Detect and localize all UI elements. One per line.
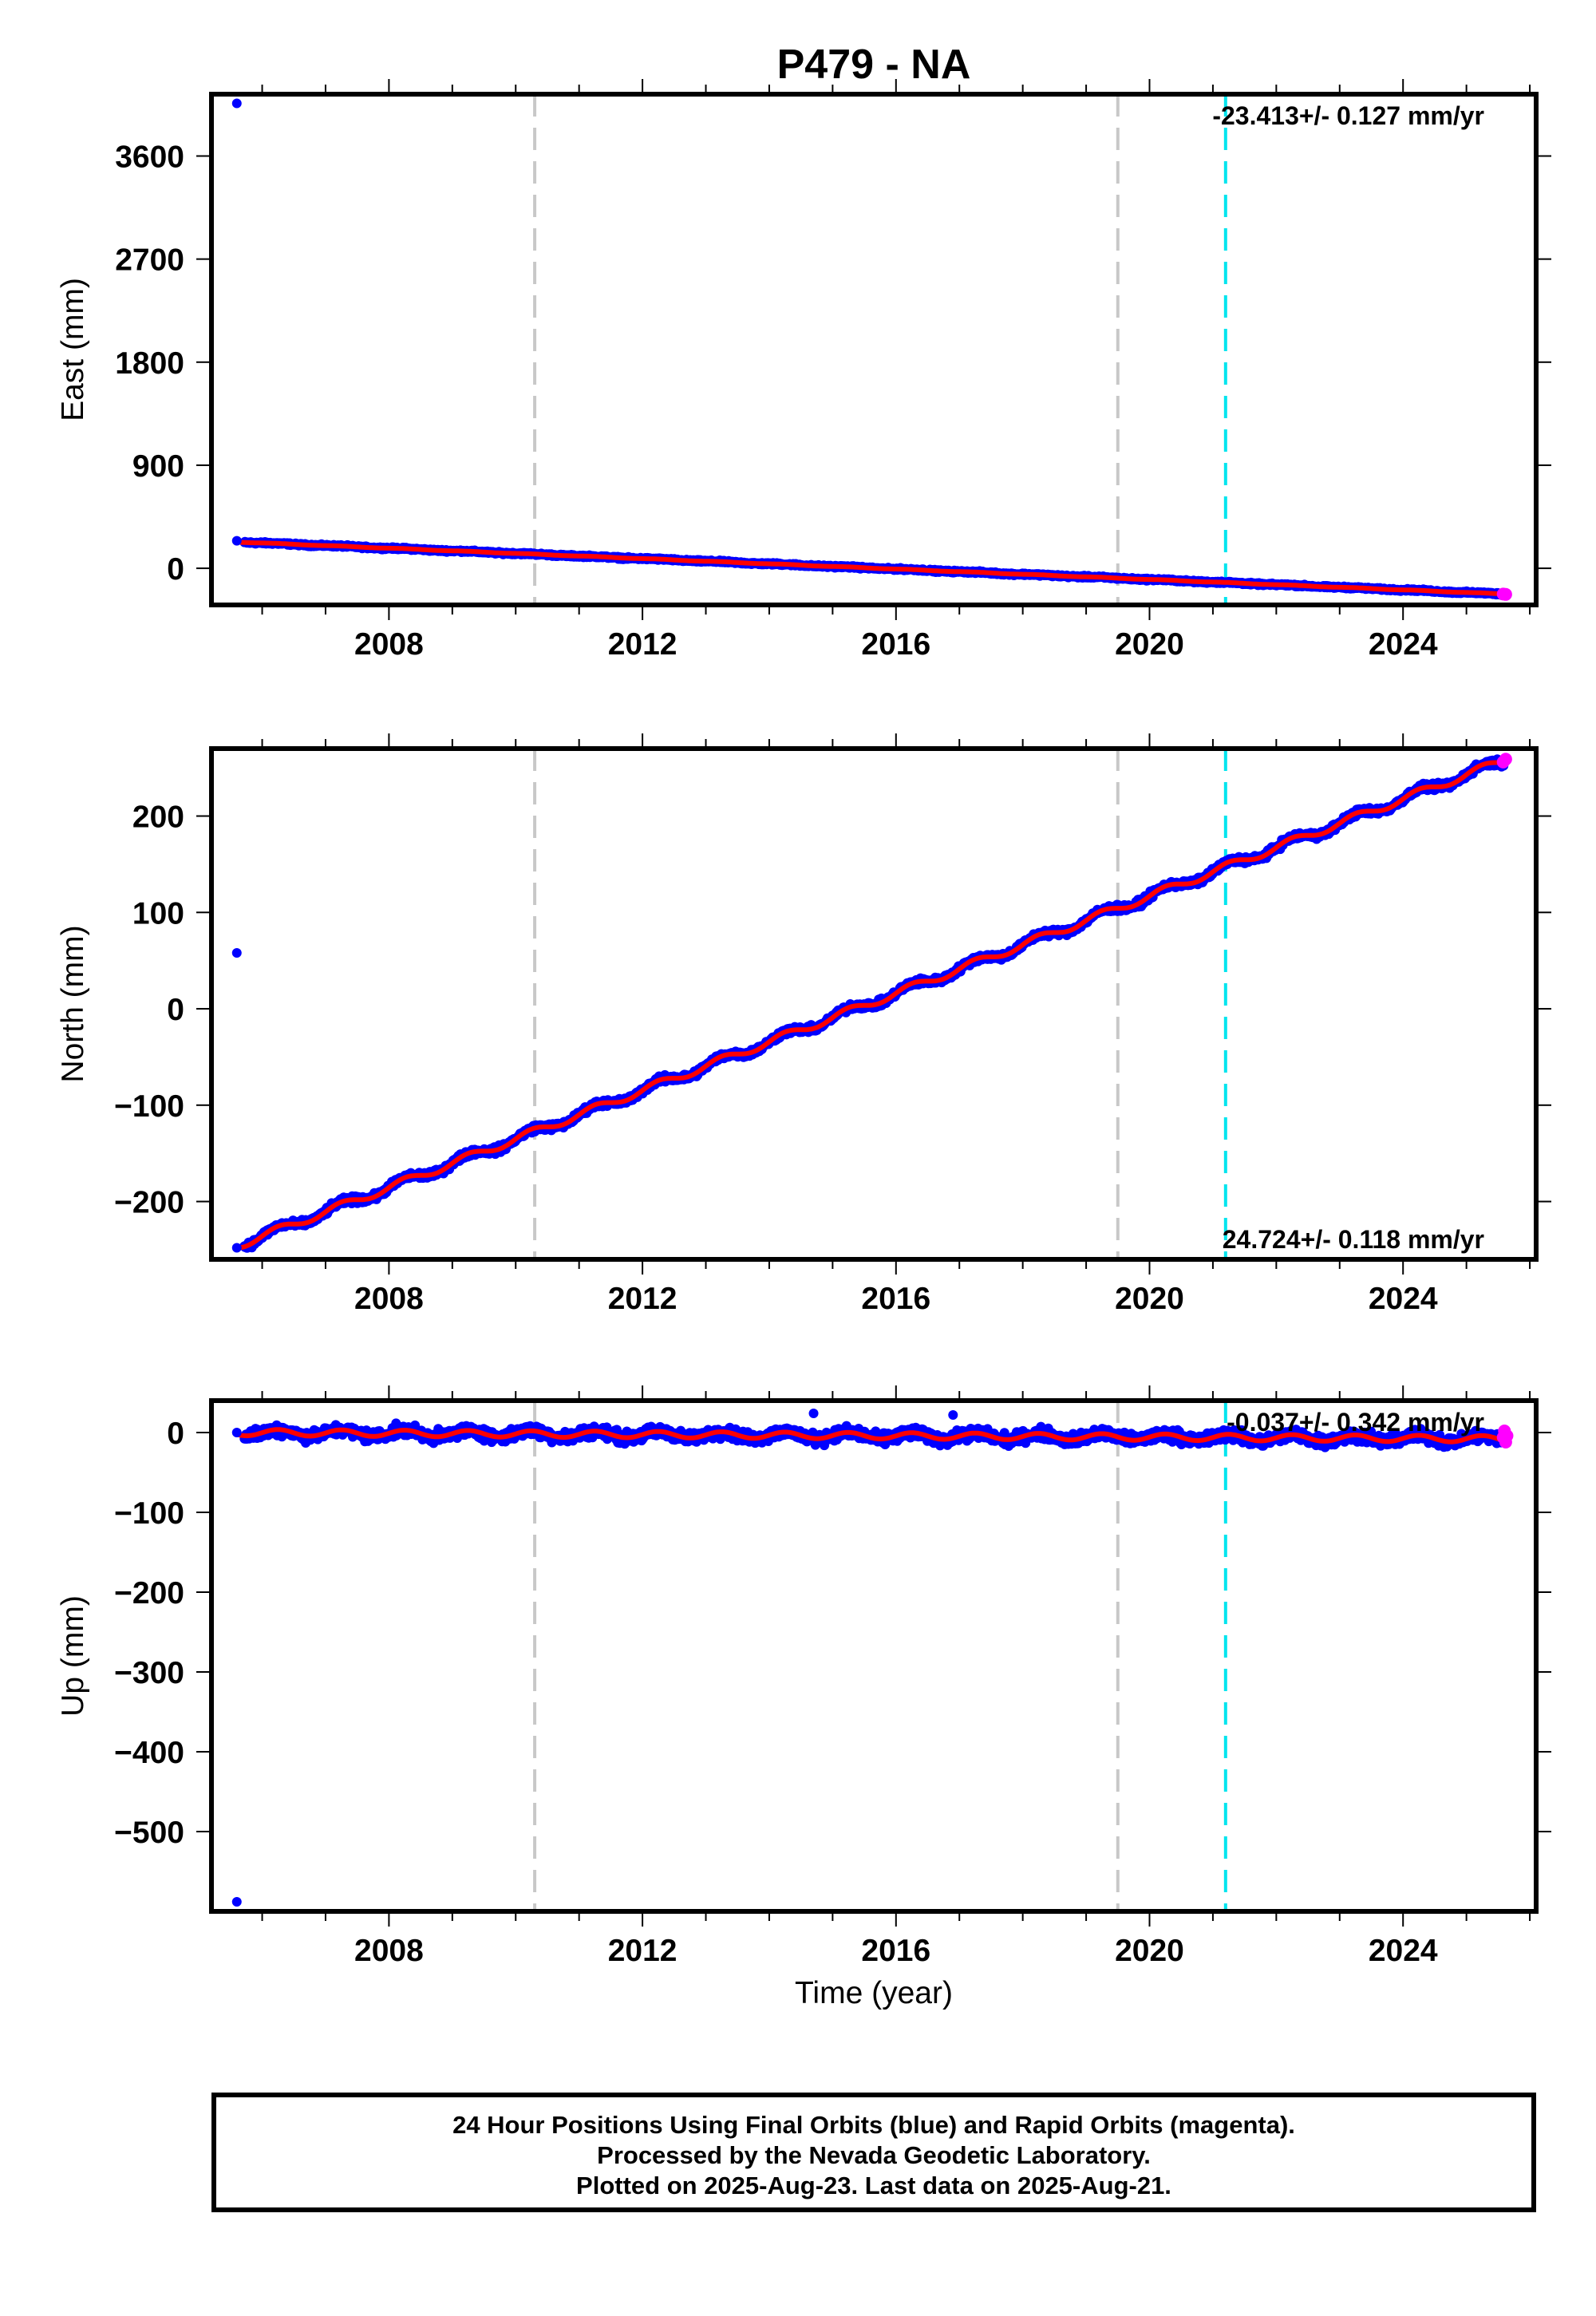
north-panel: 2008 2012 2016 2020 2024 −200 −100 0 100 200 North… [56, 733, 1551, 1316]
north-rate-label: 24.724+/- 0.118 mm/yr [1223, 1225, 1484, 1254]
north-y-tick-label: −200 [114, 1186, 184, 1220]
north-outlier-point-0 [231, 948, 242, 958]
north-x-tick-label: 2024 [1369, 1282, 1438, 1316]
figure-title: P479 - NA [777, 41, 971, 88]
north-outlier-point-1 [231, 1243, 242, 1253]
east-plot-area [231, 94, 1512, 605]
east-x-tick-label: 2016 [861, 627, 930, 662]
north-y-tick-label: 0 [167, 993, 184, 1027]
east-outlier-point-0 [231, 98, 242, 109]
east-y-tick-label: 900 [132, 449, 184, 484]
up-plot-area [231, 1401, 1514, 1911]
north-x-tick-label: 2016 [861, 1282, 930, 1316]
east-y-tick-label: 2700 [115, 243, 184, 278]
east-x-tick-label: 2012 [608, 627, 678, 662]
north-x-tick-label: 2020 [1115, 1282, 1184, 1316]
north-x-tick-label: 2008 [354, 1282, 424, 1316]
east-y-tick-label: 0 [167, 552, 184, 587]
east-y-tick-label: 1800 [115, 346, 184, 381]
east-rate-label: -23.413+/- 0.127 mm/yr [1212, 101, 1484, 130]
north-y-tick-label: 100 [132, 896, 184, 931]
north-x-tick-label: 2012 [608, 1282, 678, 1316]
east-x-tick-label: 2024 [1369, 627, 1438, 662]
east-y-axis-label: East (mm) [56, 278, 90, 421]
north-rapid-orbit-point-1 [1499, 753, 1512, 766]
east-panel: 2008 2012 2016 2020 2024 0 900 1800 2700 3600 East… [56, 79, 1551, 662]
east-x-tick-label: 2008 [354, 627, 424, 662]
east-y-tick-label: 3600 [115, 140, 184, 174]
north-y-tick-label: 200 [132, 800, 184, 835]
east-frame [209, 92, 1539, 607]
east-model-fit-line [236, 539, 1505, 597]
north-model-fit-line [236, 760, 1505, 1251]
up-panel: 2008 2012 2016 2020 2024−500−400−300−200−100… [56, 1385, 1551, 1968]
north-frame [209, 746, 1539, 1262]
north-y-tick-label: −100 [114, 1089, 184, 1124]
east-x-tick-label: 2020 [1115, 627, 1184, 662]
east-rapid-orbit-point-1 [1499, 587, 1512, 601]
east-outlier-point-1 [231, 536, 242, 546]
north-plot-area [231, 749, 1512, 1259]
north-y-axis-label: North (mm) [56, 925, 90, 1082]
